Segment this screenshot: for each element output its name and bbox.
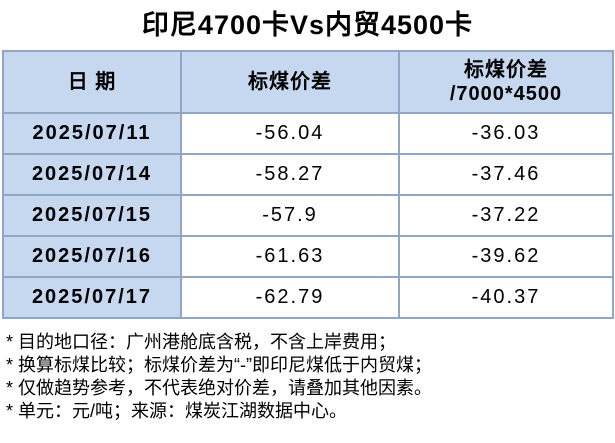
value-cell: -56.04: [180, 112, 400, 155]
header-row: 日 期标煤价差 标煤价差 /7000*4500: [2, 50, 614, 114]
table-row: 2025/07/16 -61.63 -39.62: [2, 235, 614, 278]
value-cell: -62.79: [180, 276, 400, 319]
date-cell: 2025/07/16: [2, 235, 182, 278]
value-cell: -57.9: [180, 194, 400, 237]
table-body: 2025/07/11 -56.04 -36.03 2025/07/14 -58.27 -3…: [2, 112, 614, 319]
note: * 目的地口径：广州港舱底含税，不含上岸费用；: [6, 332, 397, 352]
table-row: 2025/07/11 -56.04 -36.03: [2, 112, 614, 155]
table-row: 2025/07/17 -62.79 -40.37: [2, 276, 614, 319]
header-cell: 标煤价差 /7000*4500: [398, 50, 614, 114]
date-cell: 2025/07/15: [2, 194, 182, 237]
date-cell: 2025/07/14: [2, 153, 182, 196]
note: * 换算标煤比较；标煤价差为“-”即印尼煤低于内贸煤；: [6, 355, 432, 375]
value-cell: -36.03: [398, 112, 614, 155]
value-cell: -58.27: [180, 153, 400, 196]
table-row: 2025/07/15 -57.9 -37.22: [2, 194, 614, 237]
table: 日 期标煤价差 标煤价差 /7000*4500 2025/07/11 -56.04-…: [2, 50, 614, 319]
value-cell: -40.37: [398, 276, 614, 319]
header-cell: 日 期: [2, 50, 182, 114]
value-cell: -37.46: [398, 153, 614, 196]
title: 印尼4700卡Vs内贸4500卡: [141, 10, 474, 40]
note: * 单元：元/吨；来源：煤炭江湖数据中心。: [6, 401, 348, 421]
table-row: 2025/07/14 -58.27 -37.46: [2, 153, 614, 196]
notes: * 目的地口径：广州港舱底含税，不含上岸费用； * 换算标煤比较；标煤价差为“-”…: [0, 331, 615, 423]
value-cell: -37.22: [398, 194, 614, 237]
date-cell: 2025/07/17: [2, 276, 182, 319]
header-cell: 标煤价差: [180, 50, 400, 114]
date-cell: 2025/07/11: [2, 112, 182, 155]
value-cell: -61.63: [180, 235, 400, 278]
value-cell: -39.62: [398, 235, 614, 278]
note: * 仅做趋势参考，不代表绝对价差，请叠加其他因素。: [6, 378, 433, 398]
